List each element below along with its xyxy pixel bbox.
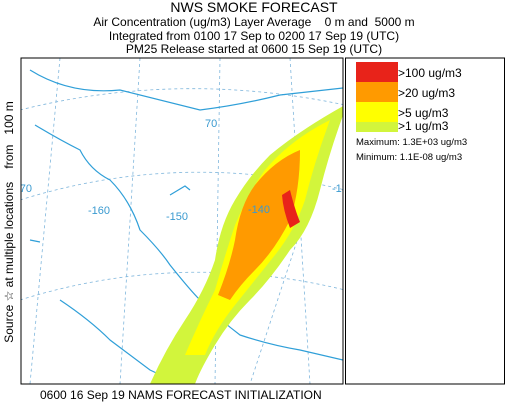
legend-swatch — [356, 62, 398, 82]
legend-swatch — [356, 102, 398, 122]
legend-swatch — [356, 82, 398, 102]
legend-swatch — [356, 122, 398, 132]
map: 70 -170 -160 -150 -140 -130 — [10, 57, 354, 385]
legend-stat: Maximum: 1.3E+03 ug/m3 — [356, 137, 467, 148]
side-label: Source ☆ at multiple locations from 100 … — [2, 101, 16, 343]
map-label: -130 — [332, 183, 354, 195]
subtitle-line: Integrated from 0100 17 Sep to 0200 17 S… — [109, 29, 399, 43]
legend-label: >20 ug/m3 — [398, 86, 455, 100]
legend-stat: Minimum: 1.1E-08 ug/m3 — [356, 152, 462, 163]
map-label: 70 — [205, 118, 217, 130]
map-frame — [20, 57, 344, 385]
smoke-plume — [150, 106, 343, 384]
legend-frame — [345, 57, 505, 385]
title: NWS SMOKE FORECAST — [170, 0, 338, 15]
legend: >100 ug/m3 >20 ug/m3 >5 ug/m3 >1 ug/m3 M… — [345, 57, 505, 385]
legend-label: >1 ug/m3 — [398, 119, 449, 133]
map-label: -140 — [248, 204, 270, 216]
subtitle-line: PM25 Release started at 0600 15 Sep 19 (… — [126, 42, 382, 56]
map-label: -150 — [166, 211, 188, 223]
legend-label: >100 ug/m3 — [398, 66, 462, 80]
legend-label: >5 ug/m3 — [398, 106, 449, 120]
map-label: -170 — [10, 183, 32, 195]
subtitle-line: Air Concentration (ug/m3) Layer Average … — [93, 15, 414, 29]
footer: 0600 16 Sep 19 NAMS FORECAST INITIALIZAT… — [40, 388, 322, 402]
map-label: -160 — [88, 205, 110, 217]
